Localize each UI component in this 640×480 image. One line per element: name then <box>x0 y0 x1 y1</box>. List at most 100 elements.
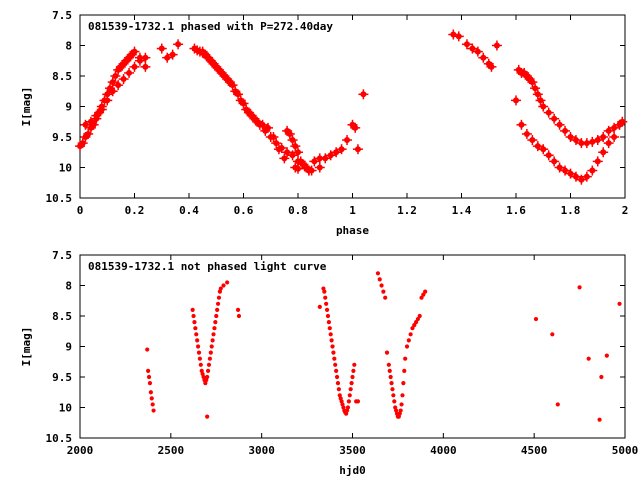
data-point <box>129 46 140 57</box>
data-point <box>599 374 604 380</box>
data-point <box>118 74 129 85</box>
data-point <box>527 77 538 88</box>
data-point <box>389 381 394 386</box>
x-axis-label: hjd0 <box>339 464 366 477</box>
data-point <box>478 52 489 63</box>
data-point <box>358 89 369 100</box>
x-tick-label: 1.2 <box>397 204 417 217</box>
x-tick-label: 2000 <box>67 444 94 457</box>
data-point <box>146 368 151 373</box>
data-point <box>412 323 417 328</box>
data-point <box>413 320 419 325</box>
data-point <box>191 313 196 319</box>
data-point <box>257 119 268 130</box>
data-point <box>328 332 333 337</box>
data-point <box>331 350 336 355</box>
data-point <box>167 49 178 60</box>
data-point <box>391 393 396 398</box>
data-point <box>327 326 332 331</box>
data-point <box>417 313 422 319</box>
data-point <box>196 350 202 355</box>
data-point <box>377 277 382 282</box>
data-point <box>332 356 337 361</box>
data-point <box>290 162 301 173</box>
data-point <box>195 344 201 349</box>
x-axis-label: phase <box>336 224 369 237</box>
data-point <box>609 122 620 133</box>
data-point <box>419 295 424 300</box>
x-tick-label: 2500 <box>158 444 185 457</box>
data-point <box>399 402 404 407</box>
y-tick-label: 10.5 <box>46 432 73 445</box>
y-tick-label: 8.5 <box>52 310 72 323</box>
data-point <box>617 116 628 127</box>
y-tick-label: 9 <box>65 341 72 354</box>
data-point <box>384 350 390 355</box>
data-point <box>113 80 124 91</box>
data-point <box>554 119 565 130</box>
data-point <box>322 289 327 294</box>
data-point <box>211 332 216 337</box>
data-point <box>603 125 614 136</box>
data-point <box>324 301 329 306</box>
x-tick-label: 0 <box>77 204 84 217</box>
data-point <box>290 141 301 152</box>
data-point <box>347 393 352 398</box>
data-point <box>96 104 107 115</box>
y-tick-label: 7.5 <box>52 249 72 262</box>
data-point <box>150 402 155 407</box>
data-point <box>576 174 587 185</box>
data-point <box>205 414 210 419</box>
data-point <box>565 168 576 179</box>
data-point <box>224 77 235 88</box>
data-point <box>271 138 282 149</box>
x-tick-label: 0.4 <box>179 204 199 217</box>
y-tick-label: 7.5 <box>52 9 72 22</box>
data-point <box>617 301 622 306</box>
data-point <box>570 171 581 182</box>
data-point <box>392 399 397 404</box>
data-point <box>421 292 426 297</box>
data-point <box>549 156 560 167</box>
data-point <box>309 156 320 167</box>
x-tick-label: 1.8 <box>561 204 581 217</box>
data-point <box>598 132 609 142</box>
data-point <box>565 132 576 142</box>
data-point <box>235 95 246 106</box>
data-point <box>581 171 592 182</box>
data-point <box>325 313 331 319</box>
data-point <box>162 52 173 63</box>
data-point <box>273 144 284 155</box>
data-point <box>586 356 591 361</box>
data-point <box>560 125 571 136</box>
plot-title: 081539-1732.1 not phased light curve <box>88 260 327 273</box>
data-point <box>330 344 335 349</box>
data-point <box>538 101 549 112</box>
data-point <box>303 165 314 176</box>
data-point <box>147 381 153 386</box>
y-tick-label: 10 <box>59 402 72 415</box>
y-tick-label: 9 <box>65 101 72 114</box>
data-point <box>530 83 541 94</box>
data-point <box>216 295 222 300</box>
data-point <box>85 116 96 127</box>
data-point <box>516 119 527 130</box>
data-point <box>386 362 391 367</box>
data-point <box>325 150 336 161</box>
data-point <box>598 147 609 158</box>
y-tick-label: 8 <box>65 40 72 53</box>
x-tick-label: 4500 <box>521 444 548 457</box>
data-point <box>235 307 241 312</box>
data-point <box>521 128 532 139</box>
y-tick-label: 10.5 <box>46 192 73 205</box>
data-point <box>560 165 571 176</box>
unphased-light-curve-panel: 2000 2500 3000 3500 4000 4500 5000 7.5 8 8.5 9 9.5 1… <box>20 249 638 477</box>
x-tick-label: 1.6 <box>506 204 526 217</box>
data-point <box>352 144 363 155</box>
data-point <box>193 326 198 331</box>
data-point <box>491 40 502 51</box>
data-point <box>423 289 428 294</box>
data-point <box>268 132 279 142</box>
data-point <box>241 104 252 115</box>
